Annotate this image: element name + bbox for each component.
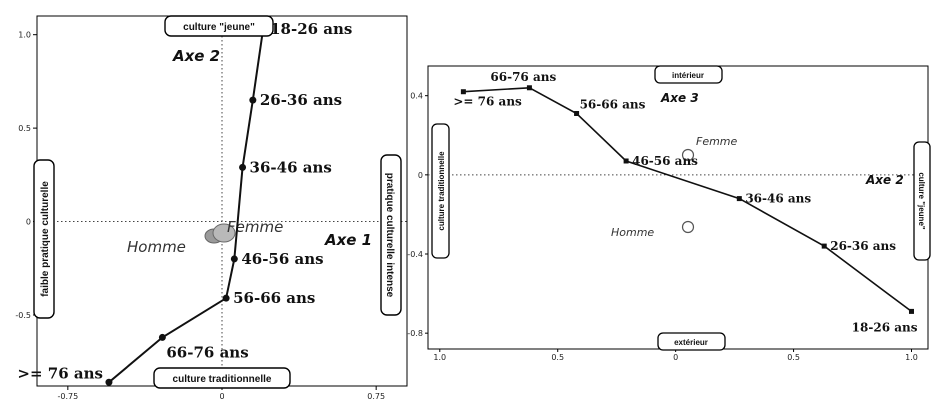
homme-marker-right (681, 220, 695, 234)
age-point (526, 85, 532, 91)
pole-box-top-frame-right (654, 65, 723, 84)
pole-box-top-frame (164, 15, 274, 37)
pole-box-right-right: culture "jeune" (913, 141, 931, 261)
y-tick-label: -0.4 (407, 250, 423, 259)
pole-box-right-left: pratique culturelle intense (380, 154, 402, 316)
age-point (230, 255, 238, 263)
axis-name-horizontal-left: Axe 1 (324, 231, 372, 249)
age-point-label: 18-26 ans (852, 320, 918, 334)
age-point-label: >= 76 ans (453, 95, 522, 109)
pole-box-bottom-frame (153, 367, 291, 389)
pole-box-right-frame (380, 154, 402, 316)
axis-name-vertical-left: Axe 2 (172, 47, 220, 65)
age-point-label: 66-76 ans (166, 343, 248, 361)
x-tick-label: 0.75 (367, 392, 385, 401)
x-tick-label: 0.5 (787, 353, 800, 362)
pole-box-top-right: intérieur (654, 65, 723, 84)
pole-box-left-frame-right (431, 123, 450, 259)
gender-blob-front (212, 223, 236, 243)
label-homme-right: Homme (611, 226, 654, 239)
axis-name-vertical-right: Axe 3 (660, 91, 699, 105)
pole-box-left-left: faible pratique culturelle (33, 159, 55, 319)
label-femme-right: Femme (696, 135, 738, 148)
y-tick-label: 0 (26, 218, 31, 227)
label-femme-left: Femme (227, 218, 283, 236)
axis-name-horizontal-right: Axe 2 (865, 173, 904, 187)
age-point (105, 378, 113, 386)
pole-label-right-right: culture "jeune" (917, 172, 926, 230)
age-point (158, 333, 166, 341)
age-point-label: 26-36 ans (260, 91, 342, 109)
x-tick-label: -0.75 (57, 392, 78, 401)
age-point (249, 96, 257, 104)
pole-box-left-frame (33, 159, 55, 319)
pole-label-right-left: pratique culturelle intense (384, 173, 395, 298)
age-point-label: 66-76 ans (490, 70, 556, 84)
age-point-label: 36-46 ans (250, 158, 332, 176)
y-tick-label: -0.5 (15, 311, 31, 320)
age-point (821, 243, 827, 249)
x-tick-label: 0.5 (551, 353, 564, 362)
pole-box-top-left: culture "jeune" (164, 15, 274, 37)
age-point (623, 158, 629, 164)
x-tick-label: 1.0 (433, 353, 446, 362)
age-point-label: 36-46 ans (745, 192, 811, 206)
age-point-label: 56-66 ans (233, 289, 315, 307)
label-homme-left: Homme (127, 238, 186, 256)
age-point-label: 18-26 ans (270, 20, 352, 38)
chart-axe2-axe3: 1.0 0.5 0 0.5 1.0 0.4 0 -0.4 -0.8 Femme Homme >… (407, 65, 931, 362)
y-tick-label: 1.0 (18, 31, 31, 40)
pole-label-top-right: intérieur (672, 71, 704, 80)
pole-label-bottom-left: culture traditionnelle (173, 374, 272, 385)
chart-axe1-axe2: -0.75 0 0.75 1.0 0.5 0 -0.5 Femme Homme >= 76… (15, 15, 408, 401)
x-tick-label: 0 (219, 392, 224, 401)
pole-label-bottom-right: extérieur (674, 338, 708, 347)
y-tick-label: -0.8 (407, 329, 423, 338)
pole-box-left-right: culture traditionnelle (431, 123, 450, 259)
age-point (222, 294, 230, 302)
age-point-label: 26-36 ans (830, 239, 896, 253)
pole-box-bottom-frame-right (657, 332, 726, 351)
pole-box-right-frame-right (913, 141, 931, 261)
age-point-label: >= 76 ans (17, 364, 103, 382)
pole-label-left-right: culture traditionnelle (437, 151, 446, 231)
supplementary-gender-marker-left (204, 223, 236, 244)
y-tick-label: 0.4 (410, 92, 423, 101)
age-point (460, 89, 466, 95)
age-point (736, 196, 742, 202)
plot-frame-right (427, 65, 929, 350)
age-point-label: 56-66 ans (580, 97, 646, 111)
femme-marker-right (681, 148, 695, 162)
pole-label-top-left: culture "jeune" (183, 22, 255, 33)
age-point (574, 110, 580, 116)
x-tick-label: 1.0 (905, 353, 918, 362)
pole-box-bottom-left: culture traditionnelle (153, 367, 291, 389)
pole-box-bottom-right: extérieur (657, 332, 726, 351)
age-point (239, 163, 247, 171)
age-point-label: 46-56 ans (632, 154, 698, 168)
age-point-label: 46-56 ans (241, 250, 323, 268)
pole-label-left-left: faible pratique culturelle (40, 181, 51, 297)
age-point (908, 308, 914, 314)
y-tick-label: 0.5 (18, 124, 31, 133)
x-tick-label: 0 (673, 353, 678, 362)
y-tick-label: 0 (418, 171, 423, 180)
